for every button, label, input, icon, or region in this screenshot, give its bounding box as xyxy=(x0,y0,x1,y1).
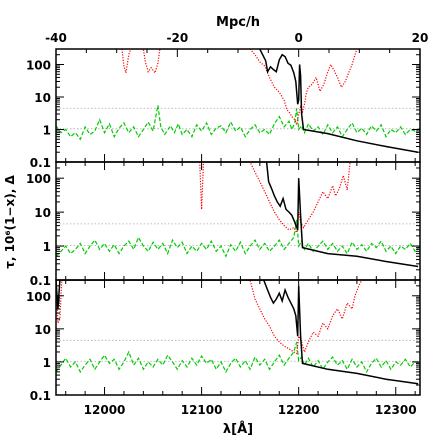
top-tick-label: -20 xyxy=(166,31,188,45)
top-tick-label: 0 xyxy=(294,31,302,45)
top-tick-label: -40 xyxy=(45,31,67,45)
green-series-line xyxy=(56,105,420,141)
y-tick-label: 0.1 xyxy=(30,156,51,170)
y-tick-label: 100 xyxy=(26,59,51,73)
y-tick-label: 10 xyxy=(34,323,51,337)
panel-middle: 0.1 1 10 100 xyxy=(26,161,421,288)
y-tick-label: 0.1 xyxy=(30,274,51,288)
y-tick-label: 1 xyxy=(43,356,51,370)
red-series-line xyxy=(121,49,358,128)
y-tick-label: 100 xyxy=(26,290,51,304)
y-tick-label: 10 xyxy=(34,91,51,105)
y-axis-label: τ, 10⁶(1−x), Δ xyxy=(3,175,17,269)
top-axis: -40 -20 0 20 xyxy=(45,31,428,45)
x-axis-label: λ[Å] xyxy=(223,421,253,437)
green-series-line xyxy=(56,341,420,374)
y-tick-label: 100 xyxy=(26,172,51,186)
x-tick-label: 12200 xyxy=(278,403,320,417)
black-series-line xyxy=(56,280,419,385)
black-series-line xyxy=(265,162,419,268)
x-tick-label: 12000 xyxy=(84,403,126,417)
panel-frame xyxy=(55,161,421,281)
top-tick-label: 20 xyxy=(412,31,429,45)
x-tick-label: 12300 xyxy=(375,403,417,417)
panel-bottom: 0.1 1 10 100 xyxy=(26,279,421,403)
y-tick-label: 10 xyxy=(34,206,51,220)
x-tick-label: 12100 xyxy=(181,403,223,417)
top-axis-label: Mpc/h xyxy=(216,15,260,30)
y-tick-label: 1 xyxy=(43,124,51,138)
green-series-line xyxy=(56,219,420,258)
y-tick-label: 1 xyxy=(43,240,51,254)
bottom-axis: 12000 12100 12200 12300 xyxy=(84,403,417,417)
red-series-line xyxy=(56,280,363,355)
panel-top: 0.1 1 10 100 xyxy=(26,48,421,170)
black-series-line xyxy=(259,49,419,153)
panel-frame xyxy=(55,279,421,396)
panel-frame xyxy=(55,48,421,163)
y-tick-label: 0.1 xyxy=(30,389,51,403)
